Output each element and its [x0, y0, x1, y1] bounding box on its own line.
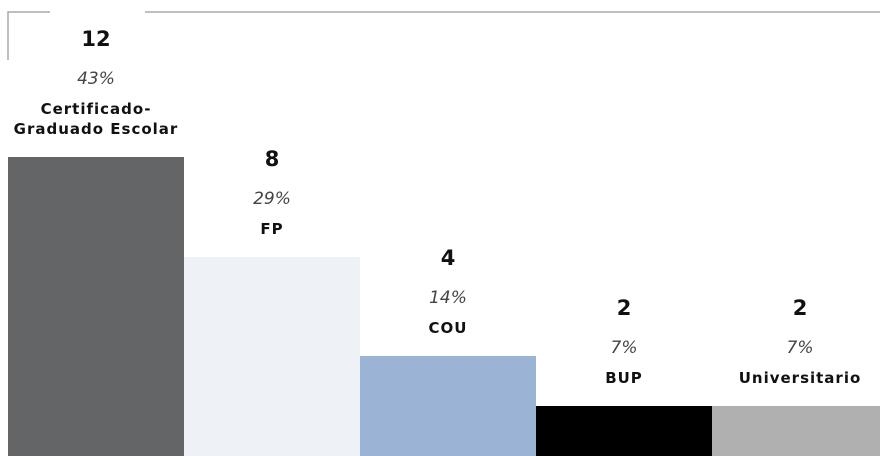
- bar: [8, 157, 184, 456]
- bar: [712, 406, 880, 456]
- labels: 2 7% Universitario: [712, 288, 880, 388]
- value-label: 2: [616, 296, 632, 321]
- percent-label: 43%: [77, 69, 115, 89]
- column: 4 14% COU: [360, 0, 536, 456]
- labels: 8 29% FP: [184, 139, 360, 239]
- bar: [184, 256, 360, 456]
- bracket: [7, 11, 50, 60]
- column: 12 43% Certificado-Graduado Escolar: [8, 0, 184, 456]
- percent-label: 7%: [610, 338, 638, 359]
- labels: 12 43% Certificado-Graduado Escolar: [8, 19, 184, 139]
- category-label: Universitario: [738, 369, 862, 388]
- percent-label: 14%: [429, 288, 467, 309]
- column: 8 29% FP: [184, 0, 360, 456]
- category-label: FP: [260, 219, 284, 238]
- column: 2 7% Universitario: [712, 0, 880, 456]
- value-label: 12: [81, 27, 111, 51]
- labels: 4 14% COU: [360, 238, 536, 338]
- bar: [536, 406, 712, 456]
- category-label: COU: [428, 319, 468, 338]
- percent-label: 29%: [253, 188, 291, 209]
- value-label: 8: [264, 146, 280, 171]
- value-label: 2: [792, 296, 808, 321]
- category-label: Certificado-Graduado Escolar: [13, 100, 179, 138]
- value-label: 4: [440, 246, 456, 271]
- category-label: BUP: [605, 369, 643, 388]
- percent-label: 7%: [786, 338, 814, 359]
- column: 2 7% BUP: [536, 0, 712, 456]
- bar: [360, 356, 536, 456]
- labels: 2 7% BUP: [536, 288, 712, 388]
